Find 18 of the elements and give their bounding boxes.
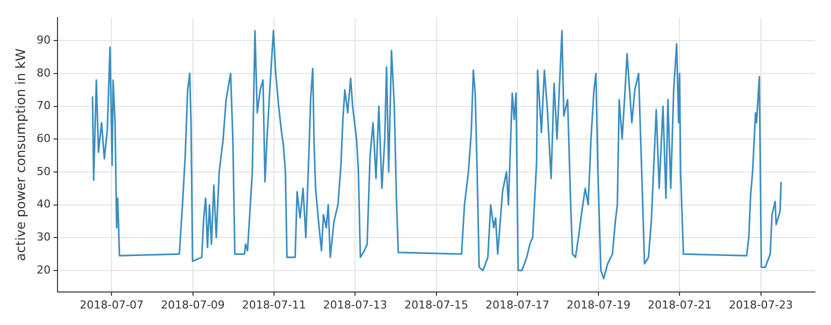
y-tick-label: 20: [36, 263, 51, 276]
x-tick-label: 2018-07-21: [648, 298, 712, 312]
x-tick-label: 2018-07-17: [485, 298, 550, 312]
x-tick-label: 2018-07-15: [404, 298, 468, 312]
y-axis-title: active power consumption in kW: [14, 48, 30, 262]
y-tick-label: 70: [36, 99, 51, 112]
x-tick-label: 2018-07-13: [323, 298, 388, 312]
y-tick-label: 60: [36, 132, 51, 145]
y-tick-label: 90: [36, 33, 51, 46]
x-tick-label: 2018-07-11: [242, 298, 306, 312]
y-tick-label: 80: [36, 66, 51, 80]
x-tick-label: 2018-07-23: [728, 298, 793, 312]
y-tick-label: 30: [36, 230, 51, 244]
x-tick-label: 2018-07-19: [566, 298, 631, 312]
x-tick-label: 2018-07-09: [160, 298, 225, 312]
x-tick-label: 2018-07-07: [80, 298, 144, 312]
y-tick-label: 50: [36, 164, 51, 178]
y-tick-label: 40: [36, 198, 51, 211]
